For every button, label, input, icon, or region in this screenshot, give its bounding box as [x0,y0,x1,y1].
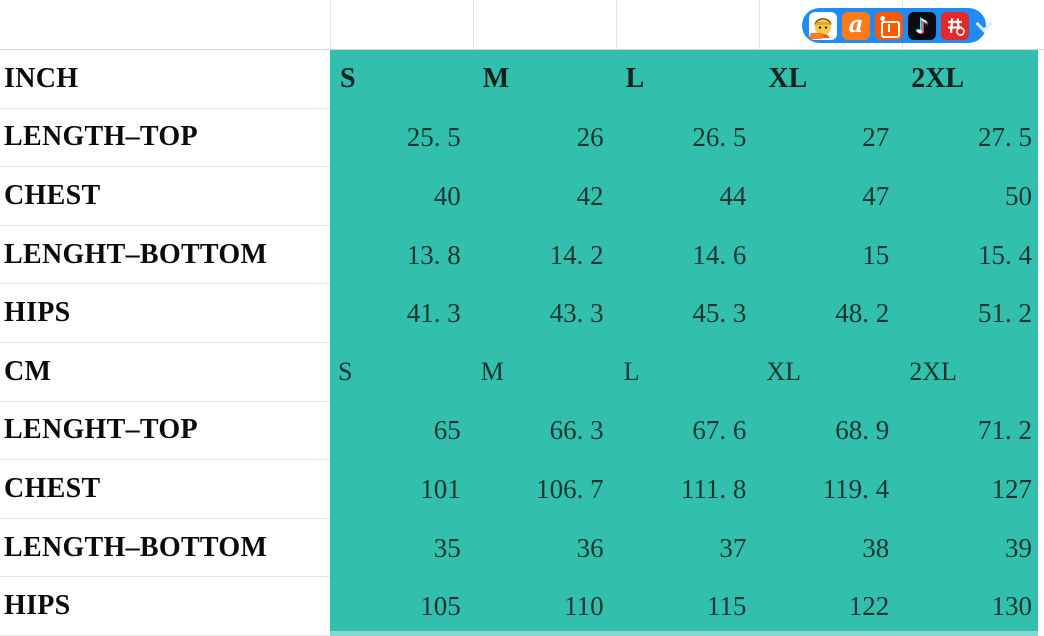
row-label: HIPS [0,284,330,343]
douyin-note-glyph: ♪ [915,13,929,38]
size-value-cell: 15 [758,225,902,285]
size-value-cell: 101 [330,460,473,519]
size-column-header: L [615,342,759,402]
size-value-cell: 41. 3 [330,284,473,343]
taobao-icon[interactable] [875,11,903,40]
size-value-cell: 26 [472,108,616,168]
row-label: CHEST [0,167,330,226]
taobao-glyph-dot [880,15,885,21]
size-column-header: XL [758,50,902,109]
size-value-cell: 68. 9 [758,401,902,461]
taobao-glyph-frame [881,20,900,38]
size-column-header: 2XL [901,50,1044,109]
douyin-icon[interactable]: ♪ [908,11,936,40]
row-label: LENGHT–TOP [0,401,330,461]
size-value-cell: 127 [901,460,1044,519]
assistant-badge [810,32,823,39]
size-value-cell: 13. 8 [330,225,473,285]
row-label: CHEST [0,460,330,519]
size-value-cell: 27. 5 [901,108,1044,168]
size-value-cell: 119. 4 [758,460,902,519]
size-value-cell: 51. 2 [901,284,1044,343]
size-value-cell: 130 [901,577,1044,636]
size-value-cell: 110 [472,577,616,636]
size-value-cell: 105 [330,577,473,636]
size-value-cell: 26. 5 [615,108,759,168]
grid-line [473,0,474,49]
row-label: LENGTH–BOTTOM [0,518,330,578]
size-column-header: M [472,50,616,109]
size-value-cell: 14. 2 [472,225,616,285]
alibaba-1688-icon[interactable]: a [842,10,870,40]
size-value-cell: 39 [901,518,1044,578]
row-label: INCH [0,50,330,109]
size-value-cell: 111. 8 [615,460,759,519]
size-value-cell: 45. 3 [615,284,759,343]
size-value-cell: 65 [330,401,473,461]
row-label: LENGTH–TOP [0,108,330,168]
size-value-cell: 35 [330,518,473,578]
monkey-assistant-icon[interactable] [809,11,837,40]
size-value-cell: 38 [758,518,902,578]
size-value-cell: 106. 7 [472,460,616,519]
size-value-cell: 27 [758,108,902,168]
size-value-cell: 115 [615,577,759,636]
size-value-cell: 25. 5 [330,108,473,168]
row-label: LENGHT–BOTTOM [0,225,330,285]
size-column-header: 2XL [901,342,1044,402]
size-value-cell: 66. 3 [472,401,616,461]
table-right-edge [1038,50,1044,636]
size-column-header: L [615,50,759,109]
alibaba-a-glyph: a [848,10,864,38]
size-value-cell: 47 [758,167,902,226]
size-value-cell: 48. 2 [758,284,902,343]
size-value-cell: 37 [615,518,759,578]
size-chart-table: INCH S M L XL 2XL LENGTH–TOP 25. 5 26 26. 5 27 27. … [0,50,1044,636]
pinduoduo-icon[interactable] [941,11,969,40]
grid-line [330,0,331,49]
grid-line [759,0,760,49]
row-label: CM [0,342,330,402]
size-value-cell: 71. 2 [901,401,1044,461]
size-value-cell: 43. 3 [472,284,616,343]
size-column-header: XL [758,342,902,402]
size-column-header: S [330,50,473,109]
size-value-cell: 50 [901,167,1044,226]
pinduoduo-glyph [948,17,965,36]
size-value-cell: 40 [330,167,473,226]
size-value-cell: 15. 4 [901,225,1044,285]
size-column-header: M [472,342,616,402]
size-value-cell: 67. 6 [615,401,759,461]
table-bottom-edge [330,631,1038,636]
size-value-cell: 36 [472,518,616,578]
size-value-cell: 42 [472,167,616,226]
size-value-cell: 14. 6 [615,225,759,285]
size-value-cell: 44 [615,167,759,226]
size-column-header: S [330,342,473,402]
size-value-cell: 122 [758,577,902,636]
row-label: HIPS [0,577,330,636]
grid-line [616,0,617,49]
extension-toolbar[interactable]: a ♪ [802,8,993,43]
